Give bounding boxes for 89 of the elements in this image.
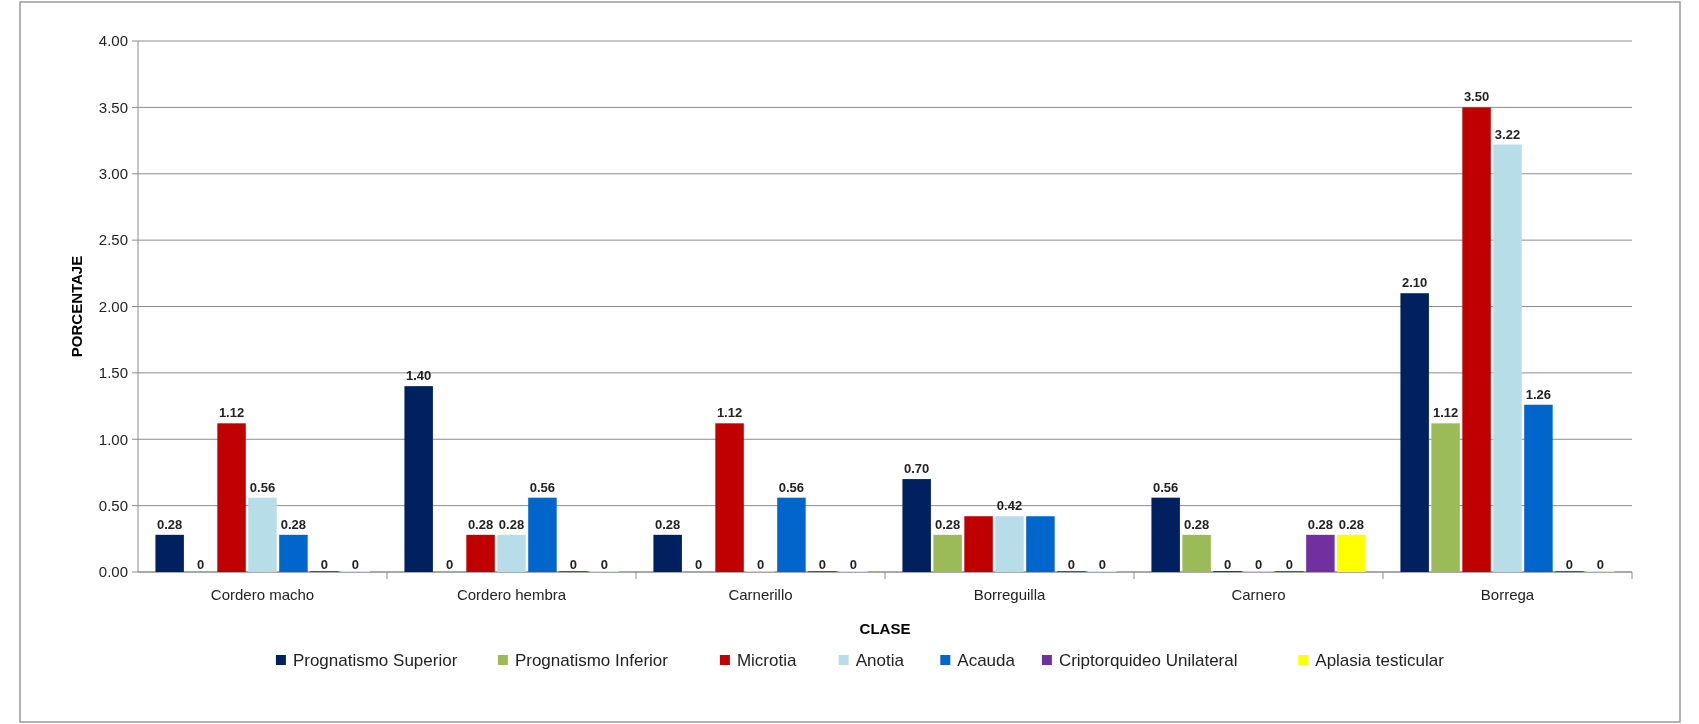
bar	[1400, 293, 1429, 572]
text: 1.00	[98, 430, 128, 448]
data-label: 0	[320, 557, 329, 572]
data-label: 0.56	[529, 479, 556, 495]
data-label: 1.12	[716, 405, 743, 421]
legend-label: Microtia	[736, 650, 797, 670]
bar	[466, 534, 495, 572]
data-label: 0	[600, 557, 608, 572]
data-label: 0.28	[1307, 516, 1334, 532]
bar	[1493, 144, 1522, 572]
text: 0.50	[98, 496, 128, 514]
x-tick-label: Cordero macho	[210, 586, 315, 603]
y-axis-title: PORCENTAJE	[68, 255, 85, 358]
data-label: 0	[196, 557, 205, 572]
data-label: 0.56	[1153, 479, 1179, 495]
bar	[528, 497, 557, 572]
data-label: 0	[818, 557, 827, 572]
data-label: 0.28	[655, 516, 681, 532]
text: 1.50	[98, 364, 128, 382]
data-label: 0.28	[934, 516, 961, 532]
data-label: 0	[849, 557, 857, 572]
bar	[404, 386, 433, 572]
text: 0.00	[98, 563, 128, 581]
data-label: 0	[1285, 557, 1294, 572]
x-tick-label: Borreguilla	[973, 586, 1046, 603]
legend-label: Aplasia testicular	[1315, 650, 1445, 670]
data-label: 0.28	[280, 516, 307, 532]
data-label: 0.56	[249, 479, 276, 495]
data-label: 1.26	[1525, 386, 1552, 402]
data-label: 0	[1254, 557, 1263, 572]
bar	[1431, 423, 1460, 572]
data-label: 1.40	[406, 368, 432, 384]
text: 2.50	[98, 231, 128, 249]
bar	[1026, 516, 1055, 572]
data-label: 0	[1223, 557, 1232, 572]
bar	[248, 497, 277, 572]
legend-label: Anotia	[855, 650, 905, 670]
legend-label: Prognatismo Inferior	[514, 650, 669, 670]
data-label: 3.22	[1494, 126, 1521, 142]
x-axis-title: CLASE	[859, 620, 911, 637]
bar	[1306, 534, 1335, 572]
bar	[933, 534, 962, 572]
x-tick-label: Carnerillo	[728, 586, 793, 603]
legend-label: Prognatismo Superior	[292, 650, 458, 670]
bar	[1182, 534, 1211, 572]
data-label: 0.28	[1338, 516, 1364, 532]
data-label: 0	[1596, 557, 1604, 572]
bar	[1524, 404, 1553, 572]
bar	[1462, 107, 1491, 572]
data-label: 3.50	[1463, 89, 1490, 105]
bar	[217, 423, 246, 572]
text: 3.00	[98, 165, 128, 182]
bar	[497, 534, 526, 572]
bar	[279, 534, 308, 572]
data-label: 0	[569, 557, 578, 572]
data-label: 0	[1565, 557, 1574, 572]
bar	[155, 534, 184, 572]
bar	[1337, 534, 1366, 572]
data-label: 0.28	[467, 516, 494, 532]
data-label: 0	[694, 557, 703, 572]
data-label: 0	[1098, 557, 1106, 572]
data-label: 0.28	[1183, 516, 1210, 532]
data-label: 0	[1067, 557, 1076, 572]
legend-label: Criptorquideo Unilateral	[1058, 650, 1238, 670]
data-label: 0	[351, 557, 359, 572]
x-tick-label: Carnero	[1231, 586, 1286, 603]
data-label: 1.12	[1432, 405, 1459, 421]
bar	[715, 423, 744, 572]
data-label: 0.28	[157, 516, 183, 532]
text: 4.00	[98, 32, 128, 50]
data-label: 0	[445, 557, 454, 572]
text: 2.00	[98, 297, 128, 315]
data-label: 0	[756, 557, 765, 572]
data-label: 1.12	[218, 405, 245, 421]
bar	[777, 497, 806, 572]
bar	[995, 516, 1024, 572]
legend-label: Acauda	[957, 650, 1016, 670]
bar	[902, 479, 931, 572]
x-tick-label: Cordero hembra	[456, 586, 567, 603]
bar	[964, 516, 993, 572]
data-label: 0.70	[904, 461, 930, 477]
bar	[653, 534, 682, 572]
data-label: 0.28	[498, 516, 525, 532]
data-label: 0.56	[778, 479, 805, 495]
data-label: 0.42	[996, 498, 1023, 514]
x-tick-label: Borrega	[1480, 586, 1535, 603]
bar	[1151, 497, 1180, 572]
data-label: 2.10	[1402, 275, 1428, 291]
text: 3.50	[98, 98, 128, 116]
